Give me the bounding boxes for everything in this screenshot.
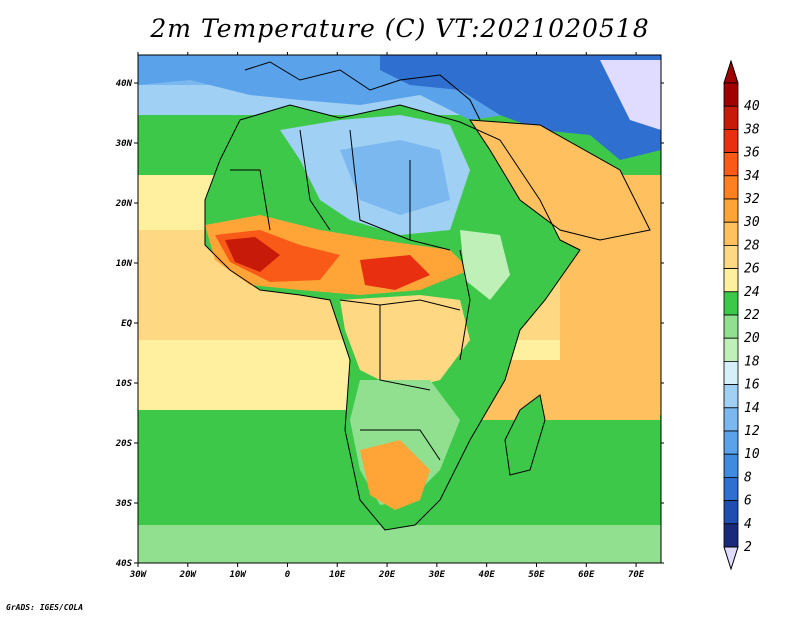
lon-label: 20W [179,570,198,580]
colorbar-label: 28 [744,238,760,253]
colorbar-label: 22 [744,308,760,323]
colorbar-swatch [723,128,739,153]
colorbar-label: 24 [744,285,760,300]
colorbar-label: 8 [744,470,752,485]
colorbar-swatch [723,198,739,223]
lon-label: 10W [229,570,247,580]
lon-label: 10E [329,570,346,580]
colorbar-label: 34 [743,169,760,184]
lon-label: 50E [528,570,545,580]
colorbar-label: 30 [743,215,760,230]
lon-label: 30E [428,570,446,580]
colorbar-label: 6 [744,494,752,509]
lat-label: 40S [116,559,133,569]
lat-label: 30N [115,139,133,149]
map-title: 2m Temperature (C) VT:2021020518 [150,14,650,43]
colorbar-label: 18 [744,354,760,369]
colorbar-label: 4 [744,517,752,532]
lat-label: 40N [116,79,133,89]
colorbar-swatch [723,453,739,478]
colorbar-label: 32 [743,192,760,207]
lat-label: 10S [116,379,133,389]
lon-label: 40E [479,570,496,580]
colorbar-label: 20 [744,331,760,346]
colorbar-label: 38 [743,122,760,137]
colorbar-swatch [723,523,739,548]
colorbar-swatch [723,360,739,385]
colorbar-label: 26 [744,262,760,277]
colorbar-label: 10 [744,447,760,462]
lat-label: 20S [115,439,133,449]
lat-label: EQ [121,319,132,329]
colorbar-swatch [723,152,739,177]
lon-label: 60E [578,570,595,580]
credit-label: GrADS: IGES/COLA [6,603,84,612]
colorbar-swatch [723,244,739,269]
lon-label: 70E [628,570,645,580]
colorbar-swatch [723,314,739,339]
colorbar-swatch [723,105,739,130]
colorbar-swatch [723,476,739,501]
colorbar-label: 12 [744,424,760,439]
colorbar-label: 36 [743,146,760,161]
colorbar-swatch [723,384,739,409]
lat-label: 30S [115,499,133,509]
colorbar-swatch [723,268,739,293]
temperature-field [138,55,661,563]
colorbar-max-arrow [723,59,739,84]
colorbar-label: 16 [744,378,760,393]
map-frame [137,54,662,564]
colorbar-label: 14 [744,401,760,416]
colorbar-swatch [723,500,739,525]
colorbar-swatch [723,291,739,316]
colorbar-min-arrow [723,546,739,571]
colorbar-swatch [723,175,739,200]
lat-label: 20N [115,199,133,209]
lon-label: 20E [378,570,396,580]
country-borders [204,61,651,531]
axis-ticks: 30W 20W 10W 0 10E 20E 30E 40E 50E 60E 70E 40N 30N 20N… [115,52,664,580]
lon-label: 0 [285,570,291,580]
lat-label: 10N [116,259,133,269]
colorbar-swatch [723,337,739,362]
colorbar-label: 40 [744,99,760,114]
colorbar-swatch [723,82,739,107]
colorbar-swatch [723,407,739,432]
lon-label: 30W [129,570,148,580]
colorbar-swatch [723,221,739,246]
colorbar-swatch [723,430,739,455]
colorbar-label: 2 [744,540,752,555]
